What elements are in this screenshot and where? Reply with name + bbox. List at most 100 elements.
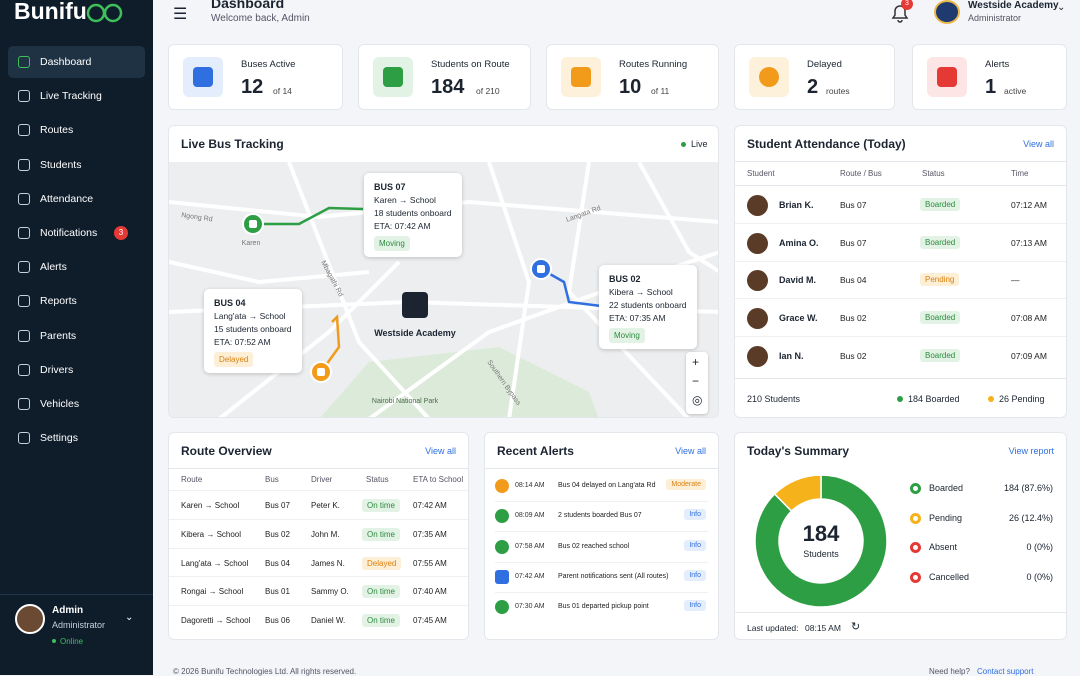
divider <box>495 591 708 593</box>
nav-item[interactable]: Drivers <box>8 354 145 386</box>
help-text: Need help? <box>929 667 970 676</box>
card-link[interactable]: View all <box>675 446 706 456</box>
alert-icon <box>495 569 509 584</box>
alert-time: 08:09 AM <box>515 512 545 520</box>
card-link[interactable]: View all <box>1023 139 1054 149</box>
column-header: Driver <box>311 475 333 484</box>
route-cell: Lang'ata → School <box>181 558 249 568</box>
nav-label: Notifications <box>40 227 98 239</box>
menu-button[interactable]: ☰ <box>173 6 188 23</box>
bus-card: BUS 04 Lang'ata → School 15 students onboa… <box>204 289 302 373</box>
nav-item[interactable]: Attendance <box>8 183 145 215</box>
stat-card: Students on Route 184 of 210 <box>358 44 531 110</box>
column-header: Time <box>1011 169 1029 178</box>
account-menu[interactable]: ⌄ <box>1057 2 1066 13</box>
route-cell: Daniel W. <box>311 616 346 626</box>
avatar <box>747 195 768 216</box>
card-link[interactable]: View report <box>1008 446 1054 456</box>
nav-item[interactable]: Alerts <box>8 251 145 283</box>
sidebar: Bunifu Admin Administrator Online ⌄ Dash… <box>0 0 153 675</box>
stat-icon-glyph <box>571 67 591 87</box>
stat-value: 10 <box>619 76 642 98</box>
route-line <box>319 314 341 373</box>
stat-label: Alerts <box>985 59 1010 70</box>
route-cell: Peter K. <box>311 501 340 510</box>
park <box>320 347 599 417</box>
road <box>637 162 718 274</box>
nav-item[interactable]: Routes <box>8 114 145 146</box>
stat-value: 2 <box>807 76 819 98</box>
road <box>169 260 370 285</box>
nav-item[interactable]: Dashboard <box>8 46 145 78</box>
refresh-button[interactable]: ↻ <box>851 621 861 633</box>
student-name: David M. <box>779 275 817 286</box>
zoom-button[interactable]: ◎ <box>692 393 703 407</box>
nav-label: Vehicles <box>40 398 80 410</box>
bus-id: BUS 04 <box>214 298 246 308</box>
attendance-card: Student Attendance (Today) View all Studen… <box>734 125 1067 418</box>
divider <box>735 260 1066 262</box>
route-status: On time <box>362 614 401 628</box>
divider <box>735 336 1066 338</box>
nav-item[interactable]: Reports <box>8 285 145 317</box>
bus-eta: ETA: 07:35 AM <box>609 313 666 323</box>
nav-label: Drivers <box>40 363 74 376</box>
logo-mark <box>86 3 123 23</box>
stat-icon-glyph <box>383 67 403 87</box>
divider <box>495 531 708 533</box>
stat-value: 1 <box>985 76 997 98</box>
nav-label: Dashboard <box>40 56 92 68</box>
divider <box>169 468 468 469</box>
route-cell: John M. <box>311 529 340 539</box>
zoom-button[interactable]: + <box>692 355 700 369</box>
route-status: On time <box>362 527 401 541</box>
zoom-button[interactable]: − <box>692 374 700 388</box>
card-title: Recent Alerts <box>497 444 574 458</box>
student-status: Boarded <box>920 311 961 325</box>
user-menu[interactable]: ⌄ <box>125 612 134 623</box>
divider <box>169 576 468 578</box>
nav-icon <box>18 295 30 308</box>
nav-item[interactable]: Vehicles <box>8 388 145 420</box>
nav-item[interactable]: Students <box>8 149 145 181</box>
route-cell: 07:55 AM <box>413 558 447 568</box>
card-link[interactable]: View all <box>425 446 456 456</box>
avatar <box>747 345 768 367</box>
stat-icon <box>183 57 223 97</box>
nav-label: Settings <box>40 432 78 445</box>
student-name: Brian K. <box>779 200 814 210</box>
stat-label: Students on Route <box>431 59 510 70</box>
bell[interactable] <box>889 3 911 23</box>
stat-value: 184 <box>431 76 465 98</box>
route-cell: 07:35 AM <box>413 529 447 539</box>
nav-item[interactable]: Notifications 3 <box>8 217 145 249</box>
nav-item[interactable]: Settings <box>8 422 145 454</box>
bus-glyph <box>317 368 325 376</box>
avatar <box>747 232 768 254</box>
bus-students: 22 students onboard <box>609 300 687 310</box>
route-cell: Bus 07 <box>265 501 290 510</box>
bus-status: Moving <box>609 328 645 343</box>
nav-item[interactable]: Live Tracking <box>8 80 145 112</box>
alert-icon <box>495 539 509 554</box>
route-status: On time <box>362 499 401 512</box>
route-cell: Bus 06 <box>265 616 290 626</box>
school-role: Administrator <box>968 13 1022 23</box>
copyright: © 2026 Bunifu Technologies Ltd. All righ… <box>173 667 357 676</box>
help-link[interactable]: Contact support <box>977 667 1034 676</box>
nav-item[interactable]: Parents <box>8 320 145 352</box>
map-card: Live Bus Tracking Live Ngong Rd Mbagathi … <box>168 125 719 418</box>
stat-suffix: of 210 <box>476 86 500 96</box>
bus-glyph <box>537 265 545 273</box>
card-title: Route Overview <box>181 444 272 458</box>
summary-card: Today's Summary View report Boarded 184 (87… <box>734 432 1067 640</box>
bus-status: Moving <box>374 236 410 251</box>
bus-route: Karen → School <box>374 195 436 205</box>
alert-text: Bus 01 departed pickup point <box>558 603 649 611</box>
user-name: Admin <box>52 605 84 616</box>
student-route: Bus 07 <box>840 200 867 210</box>
avatar <box>747 270 768 292</box>
divider <box>169 518 468 520</box>
nav-label: Alerts <box>40 261 67 274</box>
center-label: Students <box>803 549 839 559</box>
